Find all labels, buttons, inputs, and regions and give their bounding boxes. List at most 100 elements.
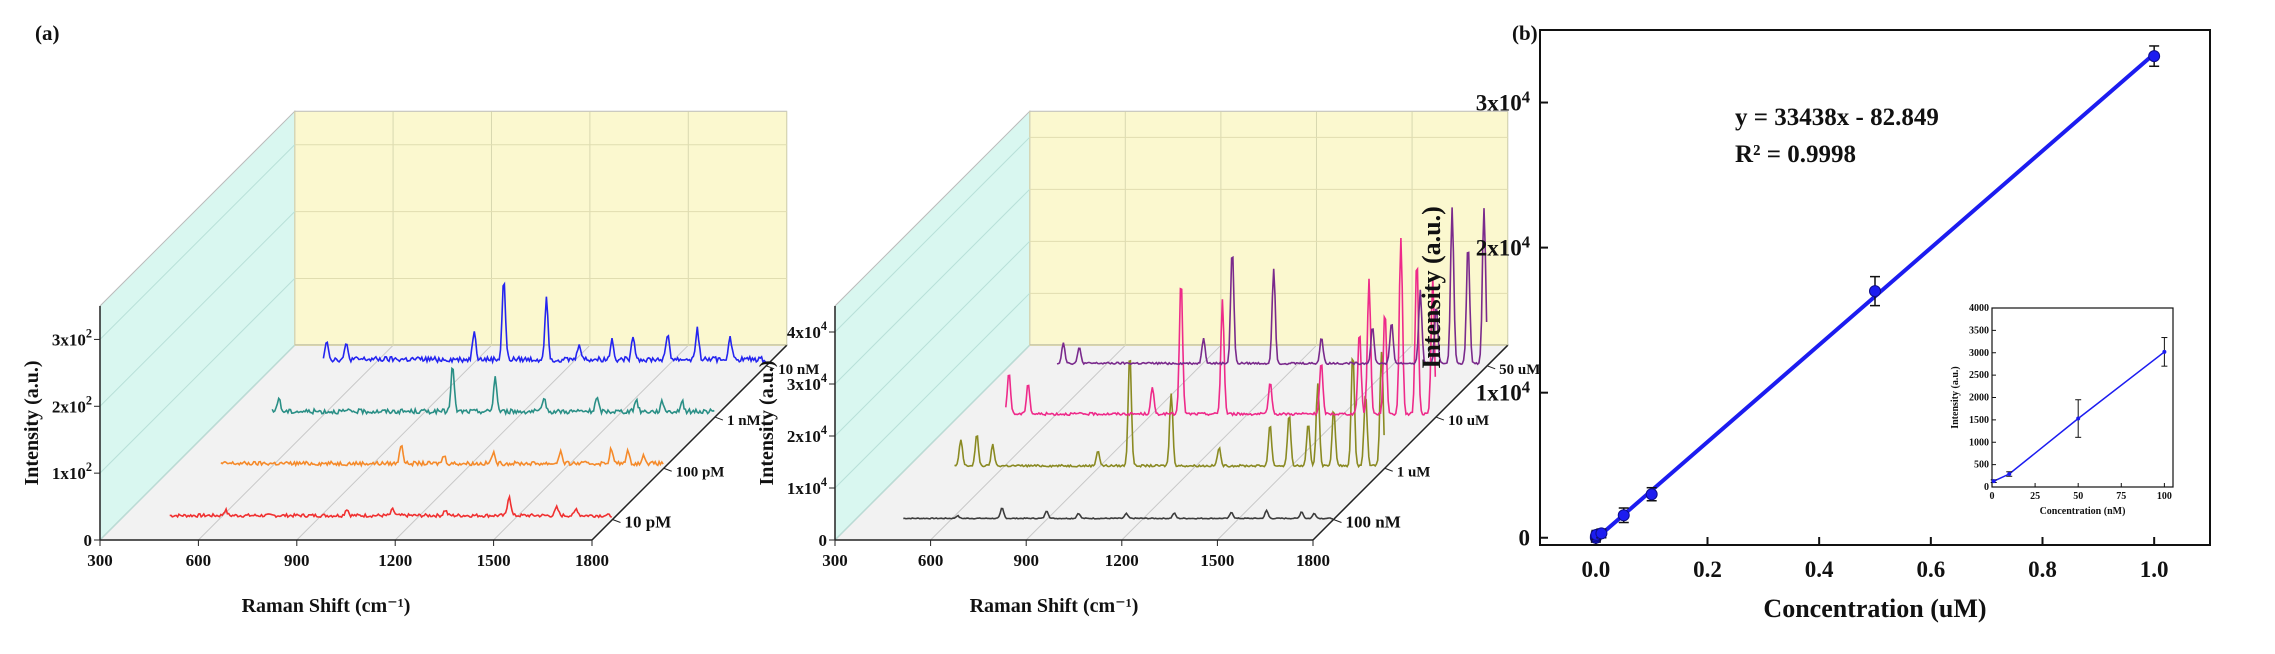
spectrum-line: [1056, 207, 1488, 366]
x-tick-labels: 300 600 900 1200 1500 1800: [822, 540, 1330, 570]
y-tick-label: 2x104: [1476, 233, 1530, 261]
grid-line: [296, 344, 492, 541]
grid-line: [834, 240, 1031, 437]
y-tick-label: 4x104: [787, 319, 827, 342]
x-tick-label: 0.8: [2028, 557, 2057, 582]
inset-y-tick-label: 4000: [1969, 303, 1989, 314]
data-point: [1869, 285, 1881, 298]
panel-a-left-3d-plot: 300 600 900 1200 1500 1800 0 1x102 2x102 3x102 1…: [21, 110, 819, 617]
inset-data-points: [1990, 337, 2168, 484]
series-label: 10 pM: [624, 513, 671, 532]
r-squared: R² = 0.9998: [1735, 141, 1856, 168]
x-tick-label: 900: [1013, 551, 1039, 570]
y-tick-label: 3x102: [52, 326, 92, 349]
x-tick-label: 900: [284, 551, 310, 570]
series-label: 10 nM: [778, 362, 819, 378]
grid-line: [834, 292, 1031, 489]
y-tick-labels: 0 1x102 2x102 3x102: [52, 326, 100, 550]
panel-b-calibration-plot: 0.0 0.2 0.4 0.6 0.8 1.0 0 1x104 2x104 3x104 y = 3…: [1417, 29, 2211, 623]
grid-line: [834, 136, 1031, 333]
z-tick-mark: [1333, 519, 1342, 523]
panel-a-right-3d-plot: 300 600 900 1200 1500 1800 0 1x104 2x104 3x104 4x…: [756, 110, 1540, 617]
y-tick-label: 0: [1519, 526, 1531, 551]
inset-y-tick-label: 500: [1974, 460, 1989, 471]
inset-plot: 0 25 50 75 100050010001500200025003000350040…: [1950, 303, 2174, 517]
x-tick-label: 300: [822, 551, 848, 570]
spectra-series: [169, 281, 767, 519]
z-tick-mark: [1384, 467, 1393, 472]
inset-y-axis-title: Intensity (a.u.): [1950, 366, 1961, 429]
y-tick-label: 1x104: [787, 475, 827, 498]
grid-line: [834, 188, 1031, 385]
data-point: [1617, 509, 1630, 522]
grid-line: [99, 211, 296, 407]
series-label: 1 uM: [1397, 464, 1431, 480]
inset-y-tick-label: 3000: [1969, 348, 1989, 359]
floor-grid: [99, 111, 788, 541]
inset-x-tick-label: 75: [2116, 491, 2126, 502]
y-tick-label: 3x104: [1476, 88, 1530, 116]
series-label: 10 uM: [1448, 413, 1489, 429]
spectrum-line: [169, 493, 613, 519]
inset-y-tick-label: 1000: [1969, 437, 1989, 448]
y-tick-label: 2x102: [52, 393, 92, 416]
inset-line: [1993, 351, 2165, 482]
x-tick-label: 1500: [477, 551, 511, 570]
x-tick-label: 1800: [575, 551, 609, 570]
z-axis-line: [1312, 344, 1509, 541]
y-tick-labels: 0 1x104 2x104 3x104 4x104: [787, 319, 835, 550]
grid-line: [99, 344, 296, 541]
x-tick-label: 1500: [1200, 551, 1234, 570]
x-tick-label: 1.0: [2140, 557, 2169, 582]
inset-x-tick-label: 100: [2157, 491, 2172, 502]
y-tick-label: 0: [84, 531, 93, 550]
grid-line: [99, 278, 296, 474]
z-tick-mark: [766, 365, 775, 370]
series-label: 50 uM: [1499, 362, 1540, 378]
y-tick-label: 0: [819, 531, 828, 550]
x-axis-title: Raman Shift (cm⁻¹): [970, 595, 1139, 617]
data-point: [1595, 527, 1608, 540]
spectrum-line: [954, 351, 1385, 469]
inset-x-axis-title: Concentration (nM): [2040, 506, 2126, 517]
y-tick-label: 3x104: [787, 371, 827, 394]
y-axis-title: Intensity (a.u.): [1417, 206, 1446, 369]
inset-y-tick-label: 2000: [1969, 393, 1989, 404]
fit-equation: y = 33438x - 82.849: [1735, 104, 1939, 131]
x-tick-label: 1200: [1105, 551, 1139, 570]
spectrum-line: [271, 366, 715, 417]
x-tick-label: 1200: [378, 551, 412, 570]
data-point: [2148, 50, 2161, 63]
x-tick-label: 0.2: [1693, 557, 1722, 582]
inset-x-tick-label: 0: [1990, 491, 1995, 502]
z-tick-mark: [1435, 416, 1445, 421]
grid-line: [198, 344, 394, 541]
grid-line: [493, 344, 689, 541]
grid-line: [1121, 344, 1317, 541]
inset-axis-ticks: 0 25 50 75 100050010001500200025003000350040…: [1969, 303, 2172, 502]
z-tick-mark: [1487, 365, 1496, 370]
x-tick-label: 600: [918, 551, 944, 570]
y-tick-label: 2x104: [787, 423, 827, 446]
inset-x-tick-label: 50: [2073, 491, 2083, 502]
inset-y-tick-label: 1500: [1969, 415, 1989, 426]
series-label: 100 pM: [676, 464, 725, 480]
y-tick-label: 1x104: [1476, 378, 1530, 406]
panel-a-label: (a): [35, 21, 60, 45]
series-labels: 10 pM 100 pM 1 nM 10 nM: [612, 362, 819, 532]
y-axis-title: Intensity (a.u.): [756, 360, 778, 485]
z-tick-mark: [663, 467, 672, 472]
inset-y-tick-label: 0: [1984, 482, 1989, 493]
series-label: 1 nM: [727, 413, 761, 429]
x-tick-label: 600: [186, 551, 212, 570]
inset-y-tick-label: 2500: [1969, 370, 1989, 381]
inset-x-tick-label: 25: [2030, 491, 2040, 502]
inset-data-point: [2007, 472, 2012, 477]
x-tick-label: 1800: [1296, 551, 1330, 570]
series-label: 100 nM: [1345, 513, 1400, 532]
z-axis-line: [591, 344, 788, 541]
y-tick-label: 1x102: [52, 460, 92, 483]
data-point: [1645, 488, 1658, 501]
back-wall: [294, 110, 788, 346]
